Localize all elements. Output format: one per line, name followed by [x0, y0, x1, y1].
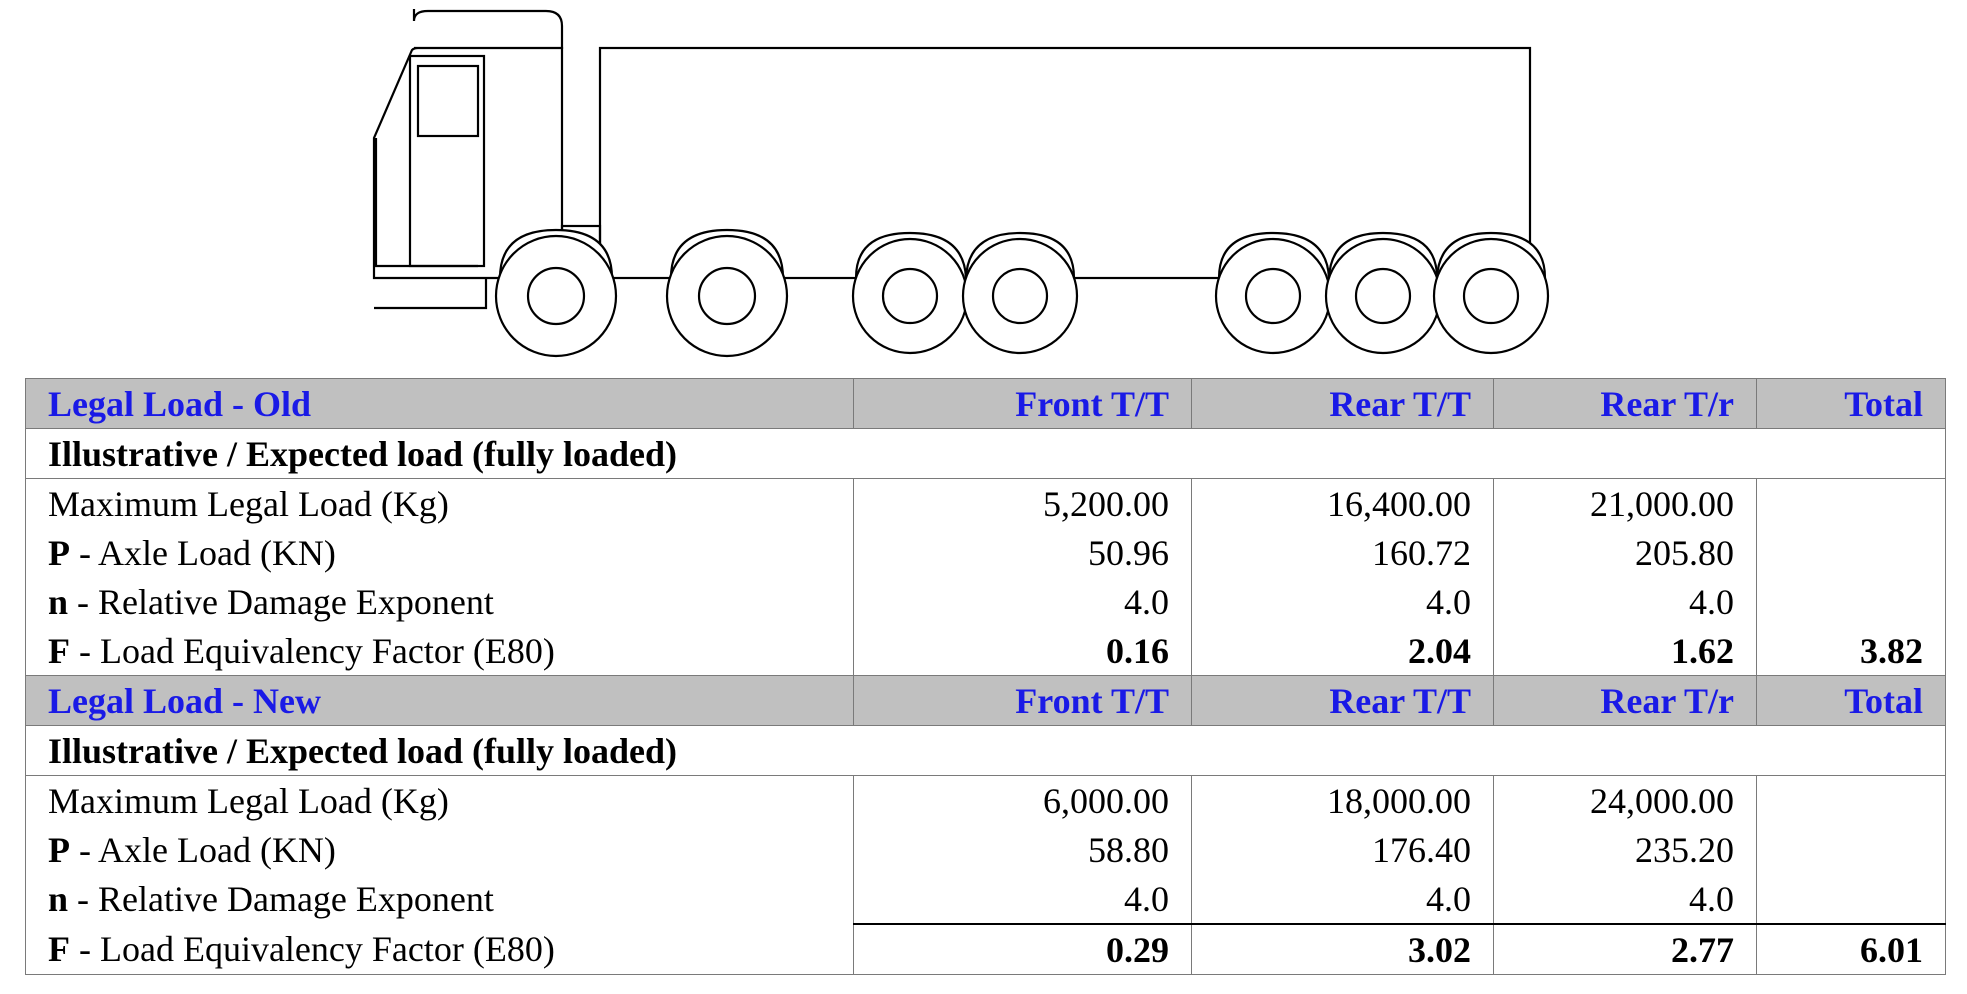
table-cell: 2.04: [1408, 630, 1471, 671]
truck-cab: [372, 9, 564, 310]
row-label: n - Relative Damage Exponent: [25, 577, 854, 626]
section-header-old: Legal Load - Old Front T/T Rear T/T Rear…: [25, 378, 1946, 429]
table-cell: 16,400.00: [1191, 478, 1494, 528]
table-cell: 24,000.00: [1493, 775, 1757, 825]
section-subtitle-row: Illustrative / Expected load (fully load…: [25, 428, 1946, 479]
table-cell: 4.0: [853, 874, 1192, 924]
column-header: Rear T/T: [1191, 378, 1494, 429]
table-cell: 176.40: [1191, 825, 1494, 874]
row-symbol: P: [48, 829, 70, 870]
column-header: Front T/T: [853, 378, 1192, 429]
row-label-text: - Relative Damage Exponent: [68, 581, 494, 622]
row-label: n - Relative Damage Exponent: [25, 874, 854, 924]
table-cell: 58.80: [853, 825, 1192, 874]
table-cell: 21,000.00: [1493, 478, 1757, 528]
table-row: Maximum Legal Load (Kg) 6,000.00 18,000.…: [25, 775, 1946, 825]
row-symbol: n: [48, 581, 69, 622]
row-label: F - Load Equivalency Factor (E80): [25, 924, 854, 975]
row-label: Maximum Legal Load (Kg): [25, 478, 854, 528]
table-cell: 4.0: [1493, 874, 1757, 924]
table-cell: 4.0: [1493, 577, 1757, 626]
row-label: F - Load Equivalency Factor (E80): [25, 626, 854, 676]
section-subtitle-row: Illustrative / Expected load (fully load…: [25, 725, 1946, 776]
table-row: F - Load Equivalency Factor (E80) 0.29 3…: [25, 923, 1946, 975]
column-header: Total: [1756, 675, 1946, 726]
row-symbol: P: [48, 532, 70, 573]
table-cell: [1756, 825, 1946, 874]
table-cell: 3.02: [1408, 929, 1471, 970]
table-row: P - Axle Load (KN) 50.96 160.72 205.80: [25, 528, 1946, 577]
table-cell: 4.0: [853, 577, 1192, 626]
table-cell: 2.77: [1671, 929, 1734, 970]
table-row: Maximum Legal Load (Kg) 5,200.00 16,400.…: [25, 478, 1946, 528]
table-cell: 4.0: [1191, 577, 1494, 626]
section-subtitle: Illustrative / Expected load (fully load…: [25, 428, 1946, 479]
column-header: Rear T/r: [1493, 675, 1757, 726]
table-row: P - Axle Load (KN) 58.80 176.40 235.20: [25, 825, 1946, 874]
table-cell: [1756, 874, 1946, 924]
table-cell: 5,200.00: [853, 478, 1192, 528]
table-cell: 3.82: [1860, 630, 1923, 671]
table-cell: 50.96: [853, 528, 1192, 577]
row-label-text: Maximum Legal Load (Kg): [48, 780, 449, 821]
table-cell: [1756, 577, 1946, 626]
table-cell: 4.0: [1191, 874, 1494, 924]
column-header: Rear T/r: [1493, 378, 1757, 429]
table-cell: 18,000.00: [1191, 775, 1494, 825]
table-cell: 6.01: [1860, 929, 1923, 970]
column-header: Rear T/T: [1191, 675, 1494, 726]
section-subtitle: Illustrative / Expected load (fully load…: [25, 725, 1946, 776]
row-symbol: n: [48, 879, 69, 919]
table-cell: [1756, 478, 1946, 528]
table-cell: 235.20: [1493, 825, 1757, 874]
row-label-text: Maximum Legal Load (Kg): [48, 483, 449, 524]
row-label-text: - Load Equivalency Factor (E80): [70, 630, 555, 671]
row-label: P - Axle Load (KN): [25, 825, 854, 874]
table-cell: 6,000.00: [853, 775, 1192, 825]
column-header: Total: [1756, 378, 1946, 429]
table-cell: [1756, 775, 1946, 825]
row-symbol: F: [48, 929, 70, 969]
truck-diagram: [372, 9, 1550, 358]
wheels: [494, 234, 1550, 358]
section-title: Legal Load - Old: [25, 378, 854, 429]
table-cell: 160.72: [1191, 528, 1494, 577]
table-row: n - Relative Damage Exponent 4.0 4.0 4.0: [25, 577, 1946, 626]
load-equivalency-table: Legal Load - Old Front T/T Rear T/T Rear…: [25, 378, 1946, 975]
table-cell: 0.16: [1106, 630, 1169, 671]
section-title: Legal Load - New: [25, 675, 854, 726]
row-label-text: - Load Equivalency Factor (E80): [70, 929, 555, 969]
table-cell: 205.80: [1493, 528, 1757, 577]
row-label: P - Axle Load (KN): [25, 528, 854, 577]
row-symbol: F: [48, 630, 70, 671]
table-row: n - Relative Damage Exponent 4.0 4.0 4.0: [25, 874, 1946, 924]
table-cell: 0.29: [1106, 929, 1169, 970]
row-label-text: - Axle Load (KN): [70, 532, 336, 573]
table-row: F - Load Equivalency Factor (E80) 0.16 2…: [25, 626, 1946, 676]
section-header-new: Legal Load - New Front T/T Rear T/T Rear…: [25, 675, 1946, 726]
table-cell: [1756, 528, 1946, 577]
row-label-text: - Axle Load (KN): [70, 829, 336, 870]
table-cell: 1.62: [1671, 630, 1734, 671]
row-label-text: - Relative Damage Exponent: [68, 879, 494, 919]
column-header: Front T/T: [853, 675, 1192, 726]
row-label: Maximum Legal Load (Kg): [25, 775, 854, 825]
